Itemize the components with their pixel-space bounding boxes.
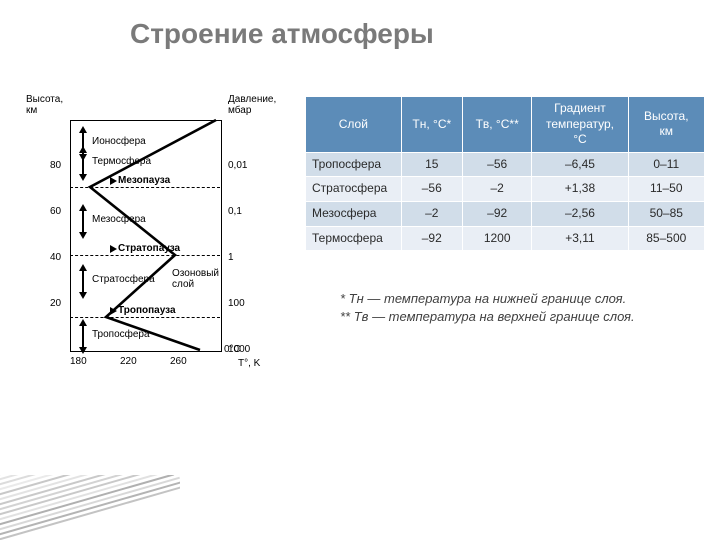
diagram-label: Термосфера [92,156,151,167]
footnote-line: ** Tв — температура на верхней границе с… [340,308,635,326]
diagram-label: Стратосфера [92,274,155,285]
table-cell: –56 [462,152,531,177]
layer-extent-line [82,210,84,232]
table-cell: –6,45 [532,152,628,177]
diagram-label: Озоновыйслой [172,268,219,290]
table-cell: –92 [462,201,531,226]
table-cell: 0–11 [628,152,704,177]
diagram-label: Мезосфера [92,214,146,225]
table-header-cell: Высота,км [628,97,704,153]
arrow-right-icon [110,307,117,315]
arrow-up-icon [79,126,87,133]
table-cell: Мезосфера [306,201,402,226]
temperature-curve [20,92,290,382]
arrow-down-icon [79,292,87,299]
arrow-up-icon [79,264,87,271]
diagram-label: 1000 [228,344,250,355]
corner-decoration [0,475,180,540]
table-cell: 1200 [462,226,531,251]
atmosphere-table: СлойTн, °С*Tв, °С**Градиенттемператур,°С… [305,96,705,251]
arrow-up-icon [79,319,87,326]
diagram-label: Давление,мбар [228,94,276,116]
layer-boundary [70,317,220,318]
table-cell: Термосфера [306,226,402,251]
diagram-label: 0,01 [228,160,247,171]
table-cell: –2 [401,201,462,226]
page-title: Строение атмосферы [130,18,434,50]
table-cell: 15 [401,152,462,177]
diagram-label: 100 [228,298,245,309]
layer-extent-line [82,325,84,347]
arrow-right-icon [110,245,117,253]
diagram-label: Мезопауза [118,175,170,186]
footnote-line: * Tн — температура на нижней границе сло… [340,290,635,308]
diagram-label: Тропопауза [118,305,176,316]
table-cell: +3,11 [532,226,628,251]
diagram-label: 80 [50,160,61,171]
table-header-row: СлойTн, °С*Tв, °С**Градиенттемператур,°С… [306,97,705,153]
table-row: Термосфера–921200+3,1185–500 [306,226,705,251]
diagram-label: 20 [50,298,61,309]
table-cell: 11–50 [628,177,704,202]
table-cell: –92 [401,226,462,251]
diagram-label: Тропосфера [92,329,150,340]
table-cell: +1,38 [532,177,628,202]
arrow-up-icon [79,204,87,211]
table-cell: Тропосфера [306,152,402,177]
table-header-cell: Tн, °С* [401,97,462,153]
table-cell: –56 [401,177,462,202]
layer-extent-line [82,132,84,154]
table-header-cell: Градиенттемператур,°С [532,97,628,153]
table-cell: Стратосфера [306,177,402,202]
diagram-label: 260 [170,356,187,367]
diagram-label: 220 [120,356,137,367]
arrow-down-icon [79,154,87,161]
diagram-label: 0,1 [228,206,242,217]
diagram-label: Стратопауза [118,243,180,254]
arrow-right-icon [110,177,117,185]
layer-boundary [70,187,220,188]
diagram-label: 60 [50,206,61,217]
table-row: Тропосфера15–56–6,450–11 [306,152,705,177]
table-cell: 85–500 [628,226,704,251]
arrow-down-icon [79,347,87,354]
diagram-label: Ионосфера [92,136,146,147]
atmosphere-diagram: Высота,кмДавление,мбар0°СT°, K2040608010… [20,92,290,382]
arrow-down-icon [79,232,87,239]
table-header-cell: Слой [306,97,402,153]
table-cell: –2,56 [532,201,628,226]
footnotes: * Tн — температура на нижней границе сло… [340,290,635,326]
arrow-down-icon [79,174,87,181]
diagram-label: 1 [228,252,234,263]
layer-boundary [70,255,220,256]
table-row: Мезосфера–2–92–2,5650–85 [306,201,705,226]
layer-extent-line [82,270,84,292]
diagram-label: 40 [50,252,61,263]
table-body: Тропосфера15–56–6,450–11Стратосфера–56–2… [306,152,705,250]
table-cell: 50–85 [628,201,704,226]
table-cell: –2 [462,177,531,202]
diagram-label: Высота,км [26,94,63,116]
table-row: Стратосфера–56–2+1,3811–50 [306,177,705,202]
diagram-label: T°, K [238,358,260,369]
diagram-label: 180 [70,356,87,367]
table-header-cell: Tв, °С** [462,97,531,153]
